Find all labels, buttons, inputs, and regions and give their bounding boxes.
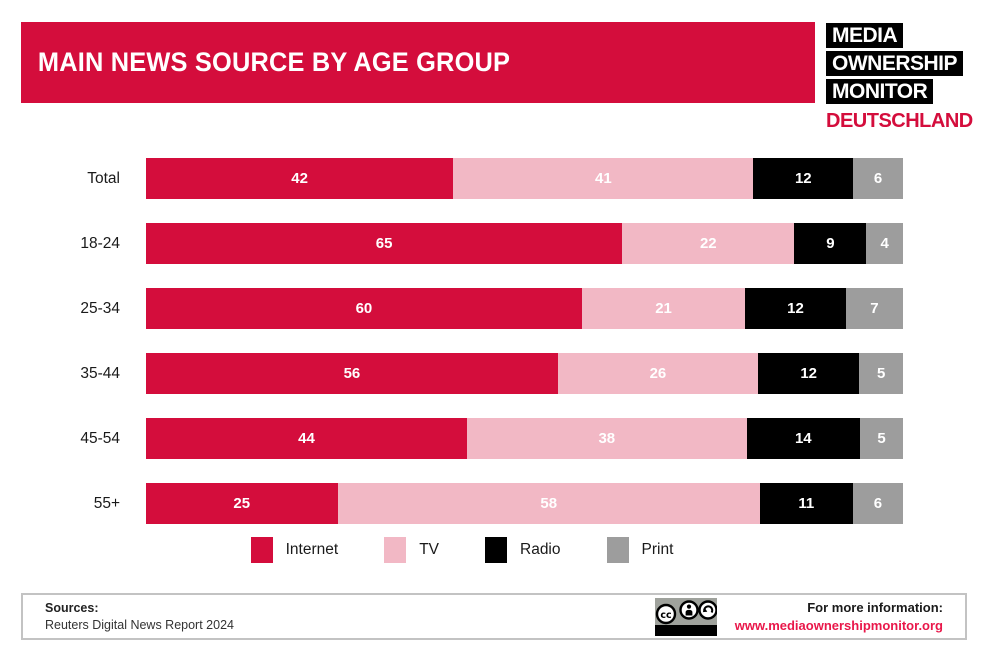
chart-row: Total 42 41 12 6	[21, 158, 903, 199]
bar-segment-radio: 12	[758, 353, 860, 394]
bar-segment-internet: 42	[146, 158, 454, 199]
bar-segment-tv: 41	[453, 158, 754, 199]
age-group-label: Total	[87, 169, 120, 187]
bar-segment-print: 5	[860, 418, 903, 459]
bar-segment-print: 6	[853, 158, 903, 199]
chart-legend: Internet TV Radio Print	[21, 537, 903, 563]
chart-row: 18-24 65 22 9 4	[21, 223, 904, 264]
bar-segment-tv: 58	[337, 483, 760, 524]
age-group-label: 55+	[93, 494, 120, 512]
legend-swatch-radio	[485, 537, 507, 563]
stacked-bar-chart: Total 42 41 12 6 18-24 65 22 9 4 25-34 60 21 12 7 35-44…	[21, 158, 904, 548]
cc-icon: cc	[655, 603, 676, 624]
info-label: For more information:	[807, 599, 943, 615]
footer: Sources: Reuters Digital News Report 202…	[21, 593, 967, 640]
bar-segment-internet: 65	[146, 223, 623, 264]
footer-right: cc For more information: www.mediaowners…	[654, 597, 943, 636]
bar-segment-internet: 25	[146, 483, 338, 524]
page-title: MAIN NEWS SOURCE BY AGE GROUP	[37, 47, 511, 77]
legend-item-internet: Internet	[250, 537, 339, 563]
bar-segment-internet: 44	[146, 418, 468, 459]
stacked-bar: 56 26 12 5	[146, 353, 903, 394]
share-alike-arrow-icon	[698, 599, 717, 620]
mom-logo-word-monitor: MONITOR	[826, 79, 934, 104]
bar-segment-tv: 26	[557, 353, 759, 394]
cc-license-badge: cc	[654, 597, 717, 636]
mom-logo-country: DEUTSCHLAND	[826, 110, 973, 132]
bar-segment-radio: 12	[753, 158, 854, 199]
stacked-bar: 60 21 12 7	[146, 288, 903, 329]
stacked-bar: 25 58 11 6	[146, 483, 904, 524]
mom-logo-word-media: MEDIA	[826, 23, 904, 48]
legend-swatch-tv	[384, 537, 407, 563]
bar-segment-radio: 9	[794, 223, 867, 264]
bar-segment-print: 4	[866, 223, 904, 264]
bar-segment-radio: 14	[746, 418, 861, 459]
info-link[interactable]: www.mediaownershipmonitor.org	[734, 617, 943, 633]
legend-item-print: Print	[606, 537, 674, 563]
sources-label: Sources:	[45, 600, 99, 615]
legend-label: TV	[419, 541, 439, 558]
bar-segment-print: 7	[845, 288, 903, 329]
legend-item-tv: TV	[384, 537, 439, 563]
stacked-bar: 65 22 9 4	[146, 223, 904, 264]
bar-segment-radio: 11	[759, 483, 853, 524]
legend-label: Radio	[520, 541, 561, 558]
age-group-label: 18-24	[80, 234, 120, 252]
svg-text:cc: cc	[660, 610, 671, 621]
chart-row: 35-44 56 26 12 5	[21, 353, 903, 394]
bar-segment-tv: 21	[581, 288, 746, 329]
mom-logo-words: MEDIA OWNERSHIP MONITOR	[826, 23, 988, 104]
more-info-block: For more information: www.mediaownership…	[735, 599, 943, 634]
age-group-label: 25-34	[80, 299, 120, 317]
stacked-bar: 44 38 14 5	[146, 418, 903, 459]
bar-segment-tv: 22	[622, 223, 795, 264]
chart-row: 55+ 25 58 11 6	[21, 483, 904, 524]
mom-logo: MEDIA OWNERSHIP MONITOR DEUTSCHLAND	[826, 23, 988, 133]
chart-row: 45-54 44 38 14 5	[21, 418, 903, 459]
cc-badge-bar	[654, 624, 717, 636]
sources-text: Reuters Digital News Report 2024	[45, 617, 234, 632]
bar-segment-print: 5	[859, 353, 903, 394]
sources-block: Sources: Reuters Digital News Report 202…	[45, 600, 234, 634]
bar-segment-internet: 56	[146, 353, 558, 394]
title-bar: MAIN NEWS SOURCE BY AGE GROUP	[21, 22, 815, 103]
bar-segment-internet: 60	[146, 288, 582, 329]
legend-item-radio: Radio	[485, 537, 561, 563]
mom-logo-word-ownership: OWNERSHIP	[826, 51, 964, 76]
legend-swatch-internet	[250, 537, 273, 563]
age-group-label: 45-54	[80, 429, 120, 447]
stacked-bar: 42 41 12 6	[146, 158, 903, 199]
legend-label: Print	[641, 541, 674, 558]
chart-row: 25-34 60 21 12 7	[21, 288, 903, 329]
bar-segment-print: 6	[852, 483, 904, 524]
bar-segment-tv: 38	[467, 418, 747, 459]
legend-swatch-print	[606, 537, 629, 563]
bar-segment-radio: 12	[745, 288, 846, 329]
age-group-label: 35-44	[80, 364, 120, 382]
legend-label: Internet	[285, 541, 339, 558]
attribution-person-icon	[679, 599, 699, 620]
